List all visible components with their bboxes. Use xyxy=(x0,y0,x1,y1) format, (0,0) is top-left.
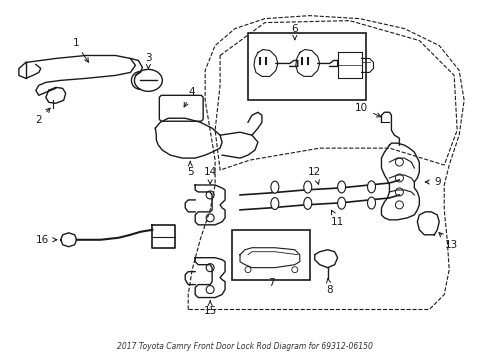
Text: 16: 16 xyxy=(36,235,57,245)
Text: 10: 10 xyxy=(354,103,380,117)
Text: 15: 15 xyxy=(203,301,216,316)
Text: 11: 11 xyxy=(330,210,344,227)
Bar xyxy=(247,32,365,100)
Text: 2: 2 xyxy=(36,108,50,125)
Text: 9: 9 xyxy=(424,177,440,187)
Ellipse shape xyxy=(367,197,375,209)
Text: 12: 12 xyxy=(307,167,321,184)
Text: 4: 4 xyxy=(184,87,195,107)
Ellipse shape xyxy=(303,197,311,210)
Bar xyxy=(232,230,309,280)
Text: 6: 6 xyxy=(291,24,298,40)
Text: 7: 7 xyxy=(268,278,275,288)
Ellipse shape xyxy=(337,197,345,209)
Text: 3: 3 xyxy=(145,54,151,69)
Text: 13: 13 xyxy=(438,233,457,250)
Ellipse shape xyxy=(337,181,345,193)
Text: 5: 5 xyxy=(186,161,193,177)
Ellipse shape xyxy=(303,181,311,193)
Ellipse shape xyxy=(270,198,278,210)
Text: 14: 14 xyxy=(203,167,216,184)
Text: 8: 8 xyxy=(325,279,332,294)
Ellipse shape xyxy=(270,181,278,193)
Ellipse shape xyxy=(367,181,375,193)
Text: 1: 1 xyxy=(72,37,88,62)
Text: 2017 Toyota Camry Front Door Lock Rod Diagram for 69312-06150: 2017 Toyota Camry Front Door Lock Rod Di… xyxy=(117,342,372,351)
